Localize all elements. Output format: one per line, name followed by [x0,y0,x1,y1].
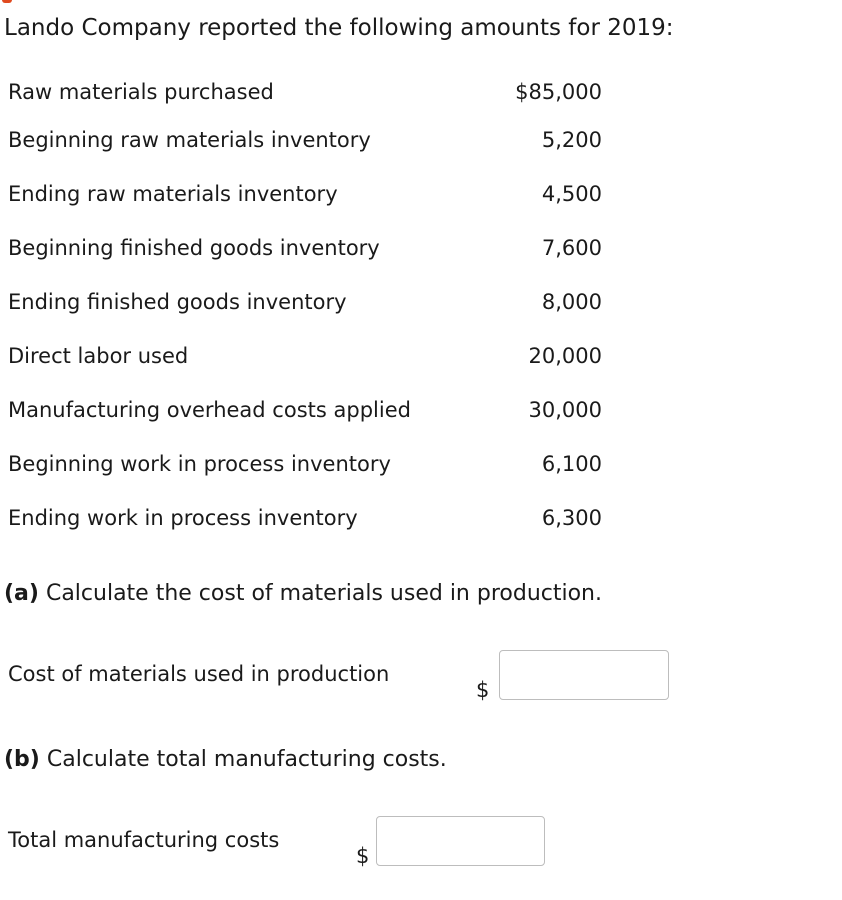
question-b: (b) Calculate total manufacturing costs. [4,746,447,774]
item-value: 7,600 [541,236,602,260]
question-a-letter: (a) [4,581,39,606]
question-a: (a) Calculate the cost of materials used… [4,580,602,608]
dollar-sign-a: $ [476,678,490,702]
table-row: Manufacturing overhead costs applied 30,… [8,396,608,424]
item-label: Beginning raw materials inventory [8,128,371,152]
dollar-sign-b: $ [356,844,370,868]
item-label: Raw materials purchased [8,80,274,104]
table-row: Raw materials purchased $85,000 [8,78,608,106]
item-value: $85,000 [515,80,602,104]
problem-intro: Lando Company reported the following amo… [4,15,674,41]
table-row: Ending raw materials inventory 4,500 [8,180,608,208]
cost-of-materials-input[interactable] [499,650,669,700]
item-value: 4,500 [541,182,602,206]
table-row: Beginning raw materials inventory 5,200 [8,126,608,154]
item-label: Beginning finished goods inventory [8,236,380,260]
question-b-letter: (b) [4,747,40,772]
item-value: 6,100 [541,452,602,476]
item-label: Direct labor used [8,344,189,368]
item-value: 6,300 [541,506,602,530]
total-manufacturing-costs-input[interactable] [376,816,545,866]
item-label: Ending finished goods inventory [8,290,347,314]
table-row: Beginning finished goods inventory 7,600 [8,234,608,262]
top-accent-mark [2,0,12,3]
item-value: 30,000 [528,398,602,422]
item-value: 20,000 [528,344,602,368]
item-label: Manufacturing overhead costs applied [8,398,411,422]
item-label: Ending raw materials inventory [8,182,338,206]
table-row: Beginning work in process inventory 6,10… [8,450,608,478]
table-row: Ending finished goods inventory 8,000 [8,288,608,316]
item-value: 8,000 [541,290,602,314]
item-value: 5,200 [541,128,602,152]
answer-a-label: Cost of materials used in production [8,662,390,686]
question-b-text: Calculate total manufacturing costs. [46,747,447,772]
question-a-text: Calculate the cost of materials used in … [45,581,602,606]
table-row: Ending work in process inventory 6,300 [8,504,608,532]
answer-b-label: Total manufacturing costs [8,828,280,852]
item-label: Beginning work in process inventory [8,452,391,476]
table-row: Direct labor used 20,000 [8,342,608,370]
item-label: Ending work in process inventory [8,506,358,530]
